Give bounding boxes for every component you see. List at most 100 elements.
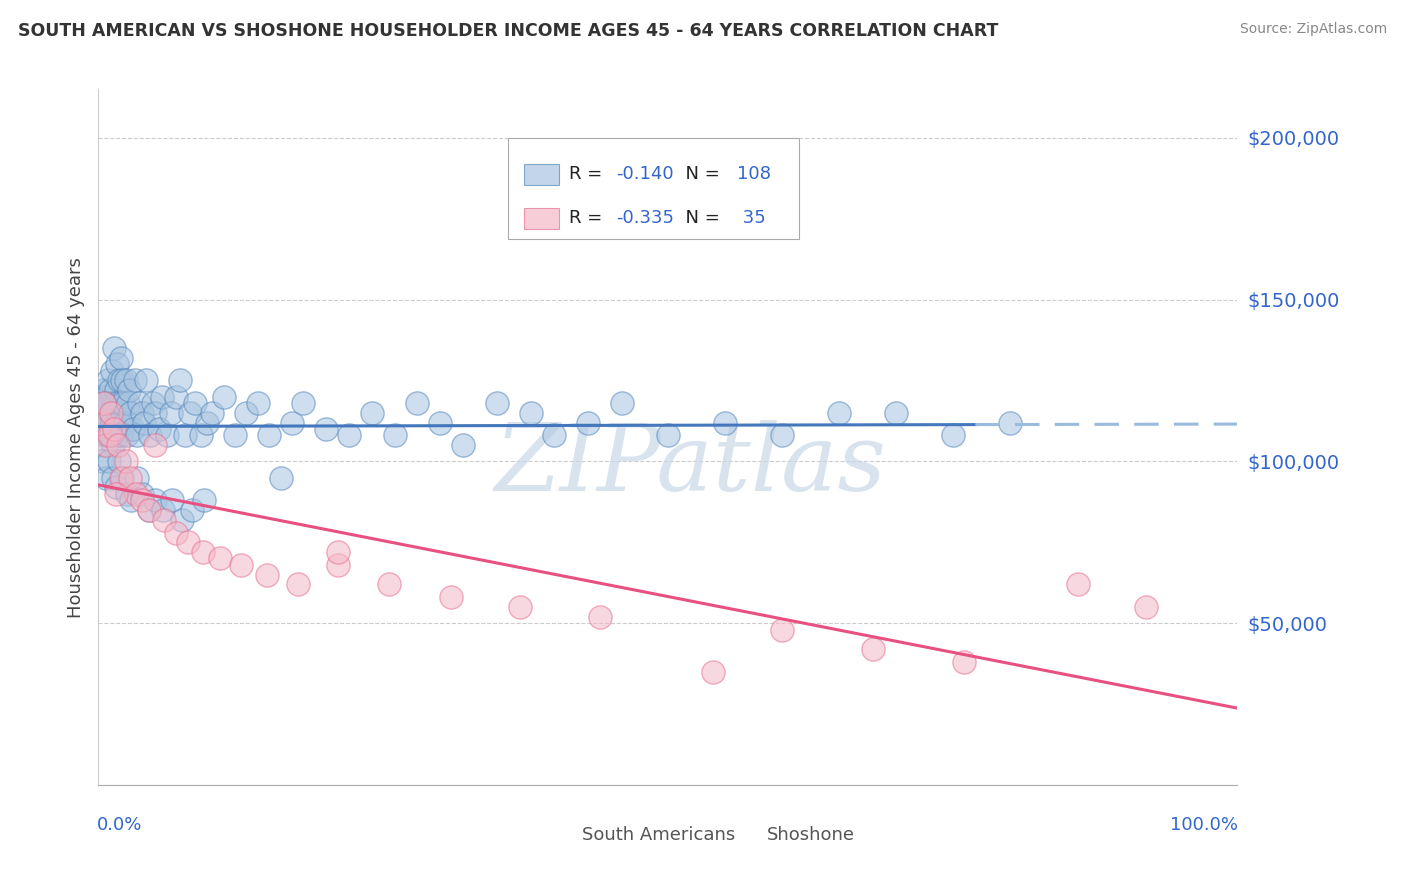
Point — [165, 525, 187, 540]
Point — [770, 623, 793, 637]
Point — [110, 428, 132, 442]
Point — [91, 438, 114, 452]
Point — [884, 406, 907, 420]
Point — [114, 416, 136, 430]
Point — [127, 470, 149, 484]
Point — [612, 396, 634, 410]
Point — [828, 406, 851, 420]
Point — [94, 406, 117, 420]
FancyBboxPatch shape — [524, 208, 558, 229]
Point — [98, 383, 121, 397]
FancyBboxPatch shape — [524, 164, 558, 185]
FancyBboxPatch shape — [730, 825, 761, 845]
Point — [138, 503, 160, 517]
Point — [229, 558, 252, 572]
Point — [246, 396, 269, 410]
Point — [104, 486, 127, 500]
Point — [93, 396, 115, 410]
Point — [103, 422, 125, 436]
Point — [90, 416, 112, 430]
Point — [148, 422, 170, 436]
Point — [96, 416, 118, 430]
Point — [104, 480, 127, 494]
Point — [942, 428, 965, 442]
Point — [406, 396, 429, 410]
Point — [111, 374, 134, 388]
Point — [107, 438, 129, 452]
Point — [114, 374, 136, 388]
Point — [105, 428, 128, 442]
Point — [212, 390, 235, 404]
Point — [125, 486, 148, 500]
Text: Shoshone: Shoshone — [766, 826, 855, 844]
Point — [281, 416, 304, 430]
Point — [110, 351, 132, 365]
Point — [174, 428, 197, 442]
Text: -0.335: -0.335 — [617, 210, 675, 227]
Point — [93, 396, 115, 410]
Point — [105, 357, 128, 371]
Text: 35: 35 — [737, 210, 766, 227]
Point — [152, 503, 174, 517]
Text: ZIPatlas: ZIPatlas — [495, 420, 887, 510]
Point — [100, 422, 122, 436]
Point — [97, 428, 120, 442]
Point — [138, 428, 160, 442]
Point — [953, 655, 976, 669]
Point — [90, 454, 112, 468]
Point — [576, 416, 599, 430]
Text: South Americans: South Americans — [582, 826, 735, 844]
Point — [111, 470, 134, 484]
Point — [292, 396, 315, 410]
Point — [509, 599, 531, 614]
Point — [120, 406, 142, 420]
Point — [235, 406, 257, 420]
Point — [124, 374, 146, 388]
Point — [115, 428, 138, 442]
Point — [97, 406, 120, 420]
Point — [145, 438, 167, 452]
Point — [142, 396, 165, 410]
Point — [169, 374, 191, 388]
Point — [429, 416, 451, 430]
Point — [118, 383, 141, 397]
Text: Source: ZipAtlas.com: Source: ZipAtlas.com — [1240, 22, 1388, 37]
Point — [543, 428, 565, 442]
FancyBboxPatch shape — [509, 138, 799, 239]
Text: -0.140: -0.140 — [617, 165, 675, 183]
Point — [770, 428, 793, 442]
Point — [108, 396, 131, 410]
Point — [101, 416, 124, 430]
Point — [862, 642, 884, 657]
Point — [177, 535, 200, 549]
Point — [108, 454, 131, 468]
Point — [108, 374, 131, 388]
FancyBboxPatch shape — [546, 825, 576, 845]
Point — [256, 567, 278, 582]
Point — [114, 454, 136, 468]
Y-axis label: Householder Income Ages 45 - 64 years: Householder Income Ages 45 - 64 years — [66, 257, 84, 617]
Text: 0.0%: 0.0% — [97, 816, 142, 834]
Text: N =: N = — [673, 165, 725, 183]
Point — [224, 428, 246, 442]
Point — [714, 416, 737, 430]
Text: SOUTH AMERICAN VS SHOSHONE HOUSEHOLDER INCOME AGES 45 - 64 YEARS CORRELATION CHA: SOUTH AMERICAN VS SHOSHONE HOUSEHOLDER I… — [18, 22, 998, 40]
Point — [657, 428, 679, 442]
Point — [100, 406, 122, 420]
Point — [100, 406, 122, 420]
Point — [451, 438, 474, 452]
Point — [145, 406, 167, 420]
Point — [378, 577, 401, 591]
Point — [93, 396, 115, 410]
Point — [190, 428, 212, 442]
Point — [97, 454, 120, 468]
Point — [117, 396, 139, 410]
Text: R =: R = — [569, 165, 607, 183]
Point — [103, 396, 125, 410]
Point — [486, 396, 509, 410]
Point — [337, 428, 360, 442]
Point — [131, 406, 153, 420]
Point — [100, 428, 122, 442]
Point — [179, 406, 201, 420]
Point — [209, 551, 232, 566]
